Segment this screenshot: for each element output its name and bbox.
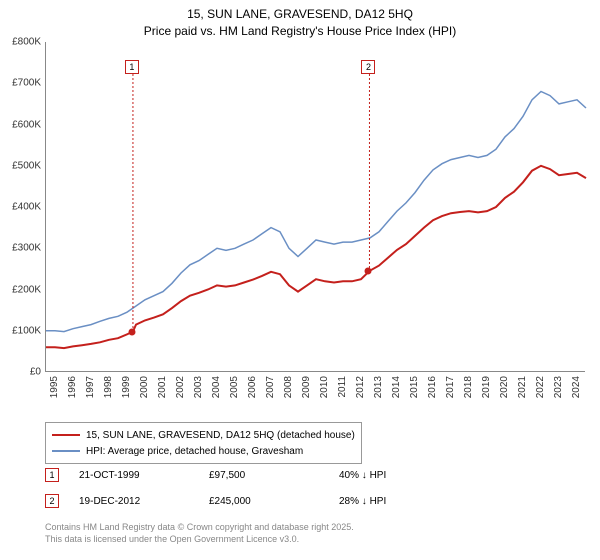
transaction-date: 19-DEC-2012 <box>79 496 209 507</box>
attribution: Contains HM Land Registry data © Crown c… <box>45 522 354 545</box>
x-tick-label: 2018 <box>463 376 474 398</box>
legend-item: HPI: Average price, detached house, Grav… <box>52 443 355 459</box>
marker-box: 1 <box>125 60 139 74</box>
x-tick-label: 2013 <box>373 376 384 398</box>
y-tick-label: £300K <box>1 243 41 254</box>
y-tick-label: £200K <box>1 284 41 295</box>
marker-box: 2 <box>361 60 375 74</box>
legend-label: 15, SUN LANE, GRAVESEND, DA12 5HQ (detac… <box>86 430 355 441</box>
attribution-line-1: Contains HM Land Registry data © Crown c… <box>45 522 354 534</box>
transaction-marker-box: 2 <box>45 494 59 508</box>
x-tick-label: 2011 <box>337 376 348 398</box>
y-tick-label: £400K <box>1 202 41 213</box>
x-tick-label: 2010 <box>319 376 330 398</box>
x-tick-label: 2014 <box>391 376 402 398</box>
x-tick-label: 2016 <box>427 376 438 398</box>
transaction-price: £245,000 <box>209 496 339 507</box>
series-hpi <box>46 92 586 332</box>
attribution-line-2: This data is licensed under the Open Gov… <box>45 534 354 546</box>
chart-title: 15, SUN LANE, GRAVESEND, DA12 5HQ Price … <box>0 0 600 40</box>
transaction-row: 2 19-DEC-2012£245,00028% ↓ HPI <box>45 494 585 508</box>
y-tick-label: £500K <box>1 160 41 171</box>
x-tick-label: 1999 <box>121 376 132 398</box>
x-tick-label: 2005 <box>229 376 240 398</box>
plot-area <box>45 42 585 372</box>
x-tick-label: 2012 <box>355 376 366 398</box>
legend: 15, SUN LANE, GRAVESEND, DA12 5HQ (detac… <box>45 422 362 464</box>
x-tick-label: 2007 <box>265 376 276 398</box>
title-line-2: Price paid vs. HM Land Registry's House … <box>0 23 600 40</box>
x-tick-label: 2015 <box>409 376 420 398</box>
y-tick-label: £0 <box>1 367 41 378</box>
x-tick-label: 2019 <box>481 376 492 398</box>
price-point-dot <box>365 267 372 274</box>
x-tick-label: 2000 <box>139 376 150 398</box>
series-price_paid <box>46 166 586 348</box>
x-tick-label: 2003 <box>193 376 204 398</box>
x-tick-label: 2004 <box>211 376 222 398</box>
transaction-hpi-diff: 28% ↓ HPI <box>339 496 386 507</box>
transaction-price: £97,500 <box>209 470 339 481</box>
transaction-row: 1 21-OCT-1999£97,50040% ↓ HPI <box>45 468 585 482</box>
y-tick-label: £600K <box>1 119 41 130</box>
x-tick-label: 2002 <box>175 376 186 398</box>
x-tick-label: 2024 <box>571 376 582 398</box>
y-tick-label: £700K <box>1 78 41 89</box>
x-tick-label: 1998 <box>103 376 114 398</box>
x-tick-label: 2017 <box>445 376 456 398</box>
price-point-dot <box>128 328 135 335</box>
x-tick-label: 1997 <box>85 376 96 398</box>
legend-item: 15, SUN LANE, GRAVESEND, DA12 5HQ (detac… <box>52 427 355 443</box>
x-tick-label: 2001 <box>157 376 168 398</box>
x-tick-label: 2020 <box>499 376 510 398</box>
y-tick-label: £100K <box>1 325 41 336</box>
x-tick-label: 2022 <box>535 376 546 398</box>
x-tick-label: 2021 <box>517 376 528 398</box>
x-tick-label: 1996 <box>67 376 78 398</box>
x-tick-label: 1995 <box>49 376 60 398</box>
legend-label: HPI: Average price, detached house, Grav… <box>86 446 303 457</box>
legend-swatch <box>52 450 80 452</box>
legend-swatch <box>52 434 80 436</box>
transaction-marker-box: 1 <box>45 468 59 482</box>
x-tick-label: 2009 <box>301 376 312 398</box>
title-line-1: 15, SUN LANE, GRAVESEND, DA12 5HQ <box>0 6 600 23</box>
x-tick-label: 2023 <box>553 376 564 398</box>
transaction-hpi-diff: 40% ↓ HPI <box>339 470 386 481</box>
x-tick-label: 2006 <box>247 376 258 398</box>
x-tick-label: 2008 <box>283 376 294 398</box>
y-tick-label: £800K <box>1 37 41 48</box>
transaction-date: 21-OCT-1999 <box>79 470 209 481</box>
